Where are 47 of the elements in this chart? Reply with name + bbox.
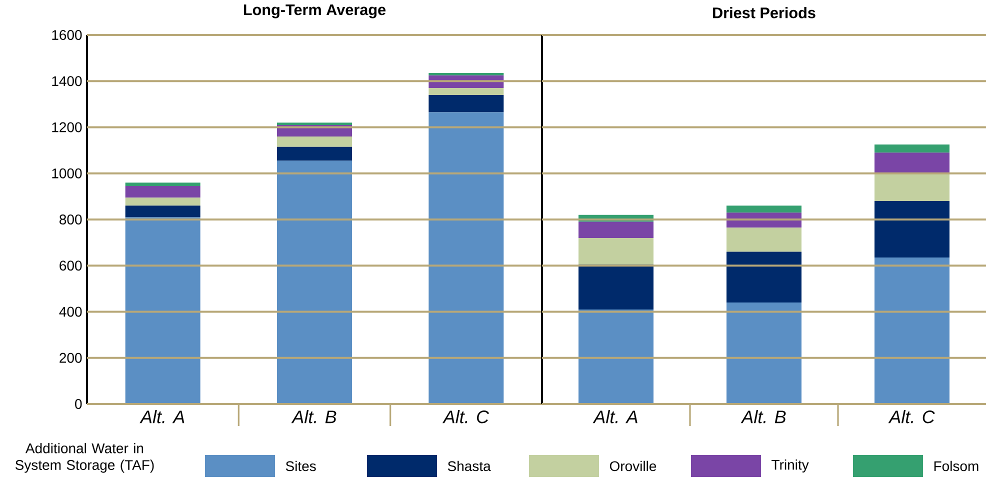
y-tick-label: 800 (60, 214, 82, 224)
y-tick-label: 1200 (52, 122, 82, 132)
chart-title: Long-Term Average (244, 4, 386, 18)
legend-title: Additional Water in System Storage (TAF) (15, 443, 154, 473)
y-tick-label: 600 (60, 260, 82, 271)
bar (125, 198, 200, 206)
legend-label: Folsom (934, 460, 978, 472)
bar (277, 136, 352, 147)
bar (726, 206, 802, 213)
y-tick-label: 1400 (52, 76, 82, 86)
bar (277, 146, 352, 161)
bar (125, 186, 200, 198)
bar (874, 201, 950, 258)
bar (578, 309, 654, 404)
bar (428, 94, 504, 112)
bar (578, 238, 654, 264)
x-tick-label: Alt. A (140, 410, 184, 424)
legend-label: Trinity (772, 459, 809, 473)
bar (726, 228, 802, 252)
legend-label: Oroville (610, 460, 656, 472)
bar (874, 152, 950, 174)
bar (874, 173, 950, 202)
x-tick-label: Alt. C (442, 410, 490, 424)
bar (125, 206, 200, 218)
bar (125, 217, 200, 404)
bar (125, 182, 200, 186)
bar (726, 302, 802, 404)
bar (428, 88, 504, 95)
x-tick-label: Alt. B (740, 410, 786, 424)
bar (578, 264, 654, 310)
bar (874, 144, 950, 153)
chart-title: Driest Periods (713, 7, 816, 18)
bar (428, 112, 504, 404)
y-tick-label: 400 (59, 306, 82, 317)
legend-label: Sites (286, 460, 316, 472)
y-tick-label: 1600 (52, 30, 82, 40)
y-tick-label: 0 (75, 399, 82, 409)
x-tick-label: Alt. C (888, 410, 935, 424)
x-tick-label: Alt. B (291, 410, 336, 424)
y-tick-label: 200 (60, 352, 82, 363)
bar (874, 258, 950, 404)
bar (578, 222, 654, 238)
bar (726, 252, 802, 303)
legend-label: Shasta (448, 460, 491, 472)
y-tick-label: 1000 (52, 168, 82, 178)
x-tick-label: Alt. A (592, 410, 638, 424)
bar (277, 160, 352, 404)
